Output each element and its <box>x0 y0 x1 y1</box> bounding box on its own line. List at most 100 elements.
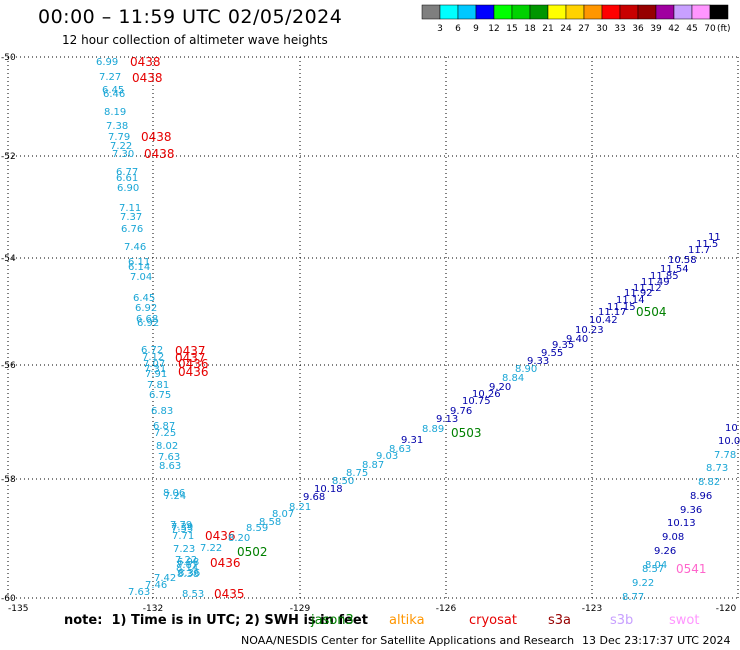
credit-text: NOAA/NESDIS Center for Satellite Applica… <box>241 634 575 647</box>
wave-height-value: 9.68 <box>303 492 325 503</box>
wave-height-value: 9.26 <box>654 546 676 557</box>
color-scale-label: 12 <box>488 24 499 34</box>
longitude-label: -123 <box>582 604 602 614</box>
unit-label: (ft) <box>717 24 731 34</box>
latitude-label: -50 <box>1 53 16 63</box>
wave-height-value: 8.19 <box>104 107 126 118</box>
color-scale-label: 3 <box>437 24 443 34</box>
pass-time-label: 0437 <box>175 351 206 365</box>
pass-time-label: 0438 <box>144 147 175 161</box>
wave-height-value: 9.31 <box>401 435 423 446</box>
wave-height-value: 8.90 <box>515 364 537 375</box>
color-scale-label: 45 <box>686 24 697 34</box>
longitude-label: -132 <box>143 604 163 614</box>
wave-height-value: 8.89 <box>422 424 444 435</box>
pass-time-label: 0438 <box>141 130 172 144</box>
wave-height-value: 11.14 <box>616 295 645 306</box>
wave-height-value: 11.49 <box>641 277 670 288</box>
color-scale-label: 70 <box>704 24 716 34</box>
longitude-label: -120 <box>716 604 737 614</box>
wave-height-value: 9.55 <box>541 348 563 359</box>
wave-height-value: 8.58 <box>259 517 281 528</box>
wave-height-value: 7.38 <box>106 121 128 132</box>
wave-height-value: 6.11 <box>128 257 150 268</box>
wave-height-value: 9.76 <box>450 406 472 417</box>
wave-height-value: 6.61 <box>116 173 138 184</box>
color-scale-label: 39 <box>650 24 662 34</box>
wave-height-value: 6.90 <box>117 183 139 194</box>
wave-height-value: 9.20 <box>489 382 511 393</box>
wave-height-value: 7.81 <box>147 380 169 391</box>
wave-height-value: 7.30 <box>112 149 134 160</box>
color-scale-label: 24 <box>560 24 572 34</box>
latitude-label: -52 <box>1 152 16 162</box>
color-scale-label: 27 <box>578 24 589 34</box>
color-scale-label: 18 <box>524 24 536 34</box>
wave-height-value: 8.50 <box>332 476 354 487</box>
wave-height-value: 7.22 <box>175 555 197 566</box>
pass-time-label: 0438 <box>132 71 163 85</box>
wave-height-value: 7.63 <box>158 452 180 463</box>
wave-height-value: 8.87 <box>362 460 384 471</box>
wave-height-value: 6.99 <box>96 57 118 68</box>
wave-height-value: 7.27 <box>99 72 121 83</box>
wave-height-value: 7.11 <box>119 203 141 214</box>
wave-height-value: 6.98 <box>177 557 199 568</box>
wave-height-value: 10.0 <box>718 436 740 447</box>
wave-height-value: 11.12 <box>633 283 662 294</box>
latitude-label: -54 <box>1 254 16 264</box>
wave-height-value: 11 <box>708 232 721 243</box>
wave-height-value: 7.46 <box>145 580 167 591</box>
wave-height-value: 6.75 <box>149 390 171 401</box>
wave-height-value: 11.5 <box>696 239 718 250</box>
latitude-label: -58 <box>1 475 16 485</box>
wave-height-value: 6.83 <box>151 406 173 417</box>
wave-height-value: 7.79 <box>170 520 192 531</box>
wave-height-value: 8.82 <box>698 477 720 488</box>
color-scale-label: 36 <box>632 24 644 34</box>
wave-height-value: 11.92 <box>624 288 653 299</box>
pass-time-label: 0436 <box>178 357 209 371</box>
wave-height-value: 6.92 <box>135 303 157 314</box>
wave-height-value: 6.92 <box>137 318 159 329</box>
wave-height-value: 7.24 <box>164 491 186 502</box>
wave-height-value: 7.46 <box>124 242 146 253</box>
wave-height-value: 8.53 <box>182 589 204 600</box>
wave-height-value: 6.72 <box>141 345 163 356</box>
wave-height-value: 7.63 <box>128 587 150 598</box>
wave-height-value: 11.54 <box>660 264 689 275</box>
color-scale-label: 30 <box>596 24 608 34</box>
pass-time-label: 0435 <box>214 587 245 601</box>
wave-height-value: 8.63 <box>389 444 411 455</box>
wave-height-value: 9.13 <box>436 414 458 425</box>
wave-height-value: 7.42 <box>154 573 176 584</box>
pass-time-label: 0436 <box>178 365 209 379</box>
wave-height-value: 8.75 <box>346 468 368 479</box>
wave-height-value: 9.35 <box>552 340 574 351</box>
wave-height-value: 10.75 <box>462 396 491 407</box>
wave-height-value: 6.45 <box>102 85 124 96</box>
wave-height-value: 6.77 <box>116 167 138 178</box>
wave-height-value: 7.04 <box>130 272 152 283</box>
page-title: 00:00 – 11:59 UTC 02/05/2024 <box>38 6 343 28</box>
footnote: note: 1) Time is in UTC; 2) SWH is in fe… <box>64 613 368 628</box>
wave-height-value: 7.25 <box>154 428 176 439</box>
longitude-label: -135 <box>8 604 28 614</box>
mission-label-jason3: jason3 <box>311 613 354 628</box>
wave-height-value: 11.15 <box>607 302 636 313</box>
wave-height-value: 10 <box>725 423 738 434</box>
wave-height-value: 8.57 <box>642 564 664 575</box>
mission-label-s3b: s3b <box>610 613 634 628</box>
wave-height-value: 7.39 <box>171 522 193 533</box>
wave-height-value: 9.40 <box>566 334 588 345</box>
color-scale-label: 21 <box>542 24 553 34</box>
wave-height-value: 8.84 <box>502 373 524 384</box>
mission-label-swot: swot <box>669 613 700 628</box>
pass-time-label: 0541 <box>676 562 707 576</box>
wave-height-value: 7.91 <box>145 369 167 380</box>
wave-height-value: 7.78 <box>714 450 736 461</box>
color-scale-label: 15 <box>506 24 517 34</box>
wave-height-value: 11.85 <box>650 271 679 282</box>
wave-height-value: 8.20 <box>228 533 250 544</box>
